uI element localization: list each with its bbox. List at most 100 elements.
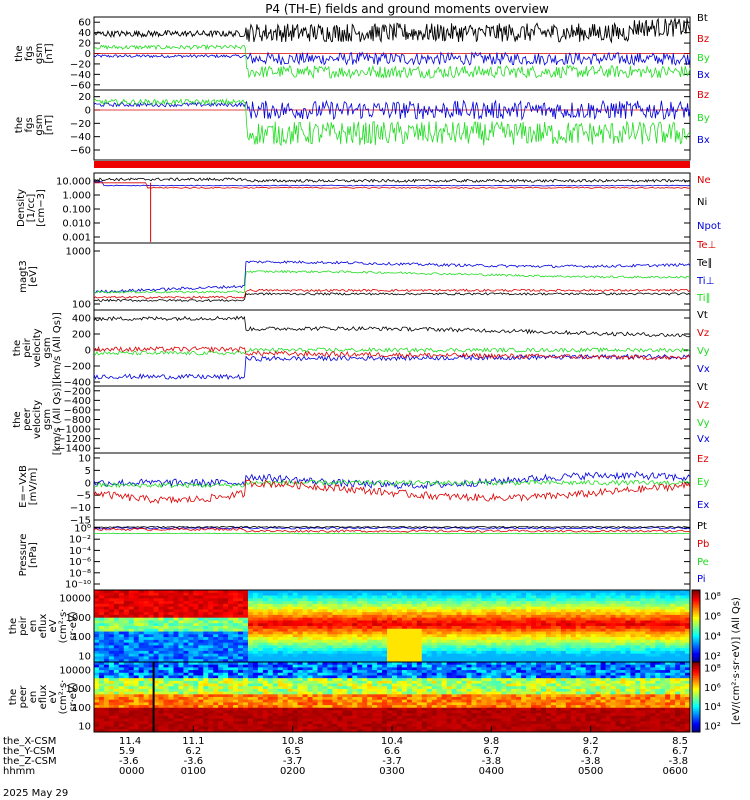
peirspec-cell — [193, 628, 199, 632]
peerspec-cell — [153, 697, 159, 701]
peirspec-cell — [436, 648, 443, 652]
peirspec-cell — [406, 595, 413, 599]
peerspec-cell — [143, 726, 150, 730]
peerspec-cell — [382, 707, 388, 711]
peerspec-cell — [282, 670, 289, 674]
peirspec-cell — [322, 606, 328, 610]
peirspec-cell — [392, 609, 398, 613]
peirspec-cell — [645, 626, 651, 630]
peirspec-cell — [243, 628, 249, 632]
peerspec-cell — [317, 694, 323, 698]
peirspec-cell — [377, 659, 383, 663]
peerspec-cell — [168, 686, 174, 690]
peirspec-cell — [173, 623, 179, 627]
peirspec-cell — [203, 598, 209, 602]
peerspec-cell — [133, 729, 140, 733]
peirspec-cell — [362, 617, 368, 621]
peirspec-cell — [148, 614, 154, 619]
peirspec-cell — [635, 642, 641, 646]
peirspec-cell — [193, 617, 199, 621]
peirspec-cell — [521, 637, 527, 641]
peirspec-cell — [655, 626, 661, 630]
peirspec-cell — [218, 601, 224, 605]
peirspec-cell — [138, 626, 145, 630]
peirspec-cell — [481, 603, 487, 608]
peerspec-cell — [352, 697, 358, 701]
peerspec-cell — [103, 710, 110, 714]
peirspec-cell — [625, 637, 631, 641]
peirspec-cell — [203, 606, 209, 610]
peirspec-cell — [94, 606, 100, 610]
peirspec-cell — [247, 634, 254, 638]
peirspec-cell — [382, 648, 388, 652]
peirspec-cell — [496, 634, 502, 638]
peerspec-cell — [372, 672, 378, 676]
peerspec-cell — [213, 675, 219, 679]
peirspec-cell — [521, 626, 527, 630]
peerspec-cell — [153, 723, 159, 728]
peirspec-cell — [262, 603, 269, 608]
peirspec-cell — [545, 590, 552, 594]
peirspec-cell — [531, 653, 537, 657]
peirspec-cell — [536, 639, 542, 644]
peerspec-cell — [208, 672, 214, 676]
peerspec-cell — [183, 664, 189, 668]
peirspec-cell — [168, 639, 174, 644]
peirspec-cell — [471, 606, 477, 610]
peirspec-cell — [168, 612, 174, 616]
peirspec-cell — [421, 612, 428, 616]
peirspec-colorbar-cell — [692, 615, 700, 618]
peirspec-cell — [377, 639, 383, 644]
peerspec-cell — [193, 726, 199, 730]
peerspec-cell — [153, 713, 159, 717]
peirspec-cell — [362, 639, 368, 644]
peirspec-cell — [392, 656, 398, 660]
peirspec-cell — [362, 634, 368, 638]
peirspec-cell — [491, 603, 497, 608]
press-tick-label: 10⁻¹⁰ — [65, 580, 91, 591]
peerspec-cell — [357, 705, 363, 709]
peerspec-cell — [352, 699, 358, 703]
peirspec-cell — [501, 595, 507, 599]
peirspec-cell — [471, 659, 477, 663]
peirspec-cell — [322, 595, 328, 599]
peirspec-cell — [357, 592, 363, 596]
peirspec-cell — [213, 623, 219, 627]
peerspec-cell — [372, 713, 378, 717]
peirspec-cell — [560, 620, 567, 624]
peerspec-cell — [387, 729, 393, 733]
peerspec-cell — [362, 686, 368, 690]
peirspec-cell — [133, 612, 140, 616]
peirspec-cell — [98, 606, 105, 610]
peirspec-cell — [560, 650, 567, 655]
peirspec-cell — [411, 617, 418, 621]
peerspec-cell — [238, 715, 244, 719]
peerspec-cell — [243, 718, 249, 722]
peerspec-cell — [302, 702, 308, 706]
peirspec-cell — [143, 628, 150, 632]
peirvel-ylabel: the — [12, 340, 23, 356]
peirspec-cell — [675, 639, 681, 644]
temp-series-ti⊥ — [93, 260, 691, 294]
peirspec-cell — [506, 628, 512, 632]
peirspec-cell — [347, 603, 353, 608]
peerspec-cell — [188, 699, 194, 703]
peirspec-cell — [411, 639, 418, 644]
peerspec-cell — [387, 680, 393, 684]
peirspec-cell — [168, 628, 174, 632]
peirspec-cell — [282, 614, 289, 619]
peerspec-cell — [238, 688, 244, 693]
peerspec-cell — [133, 694, 140, 698]
peirspec-cell — [501, 598, 507, 602]
peerspec-cell — [342, 726, 348, 730]
peerspec-cell — [208, 707, 214, 711]
peirspec-cell — [625, 631, 631, 635]
peerspec-cell — [168, 697, 174, 701]
peirspec-cell — [605, 592, 611, 596]
peerspec-cell — [327, 670, 333, 674]
peerspec-cell — [123, 670, 130, 674]
peirspec-cell — [317, 631, 323, 635]
peirspec-cell — [645, 612, 651, 616]
peirspec-cell — [610, 628, 616, 632]
peirspec-cell — [451, 598, 457, 602]
